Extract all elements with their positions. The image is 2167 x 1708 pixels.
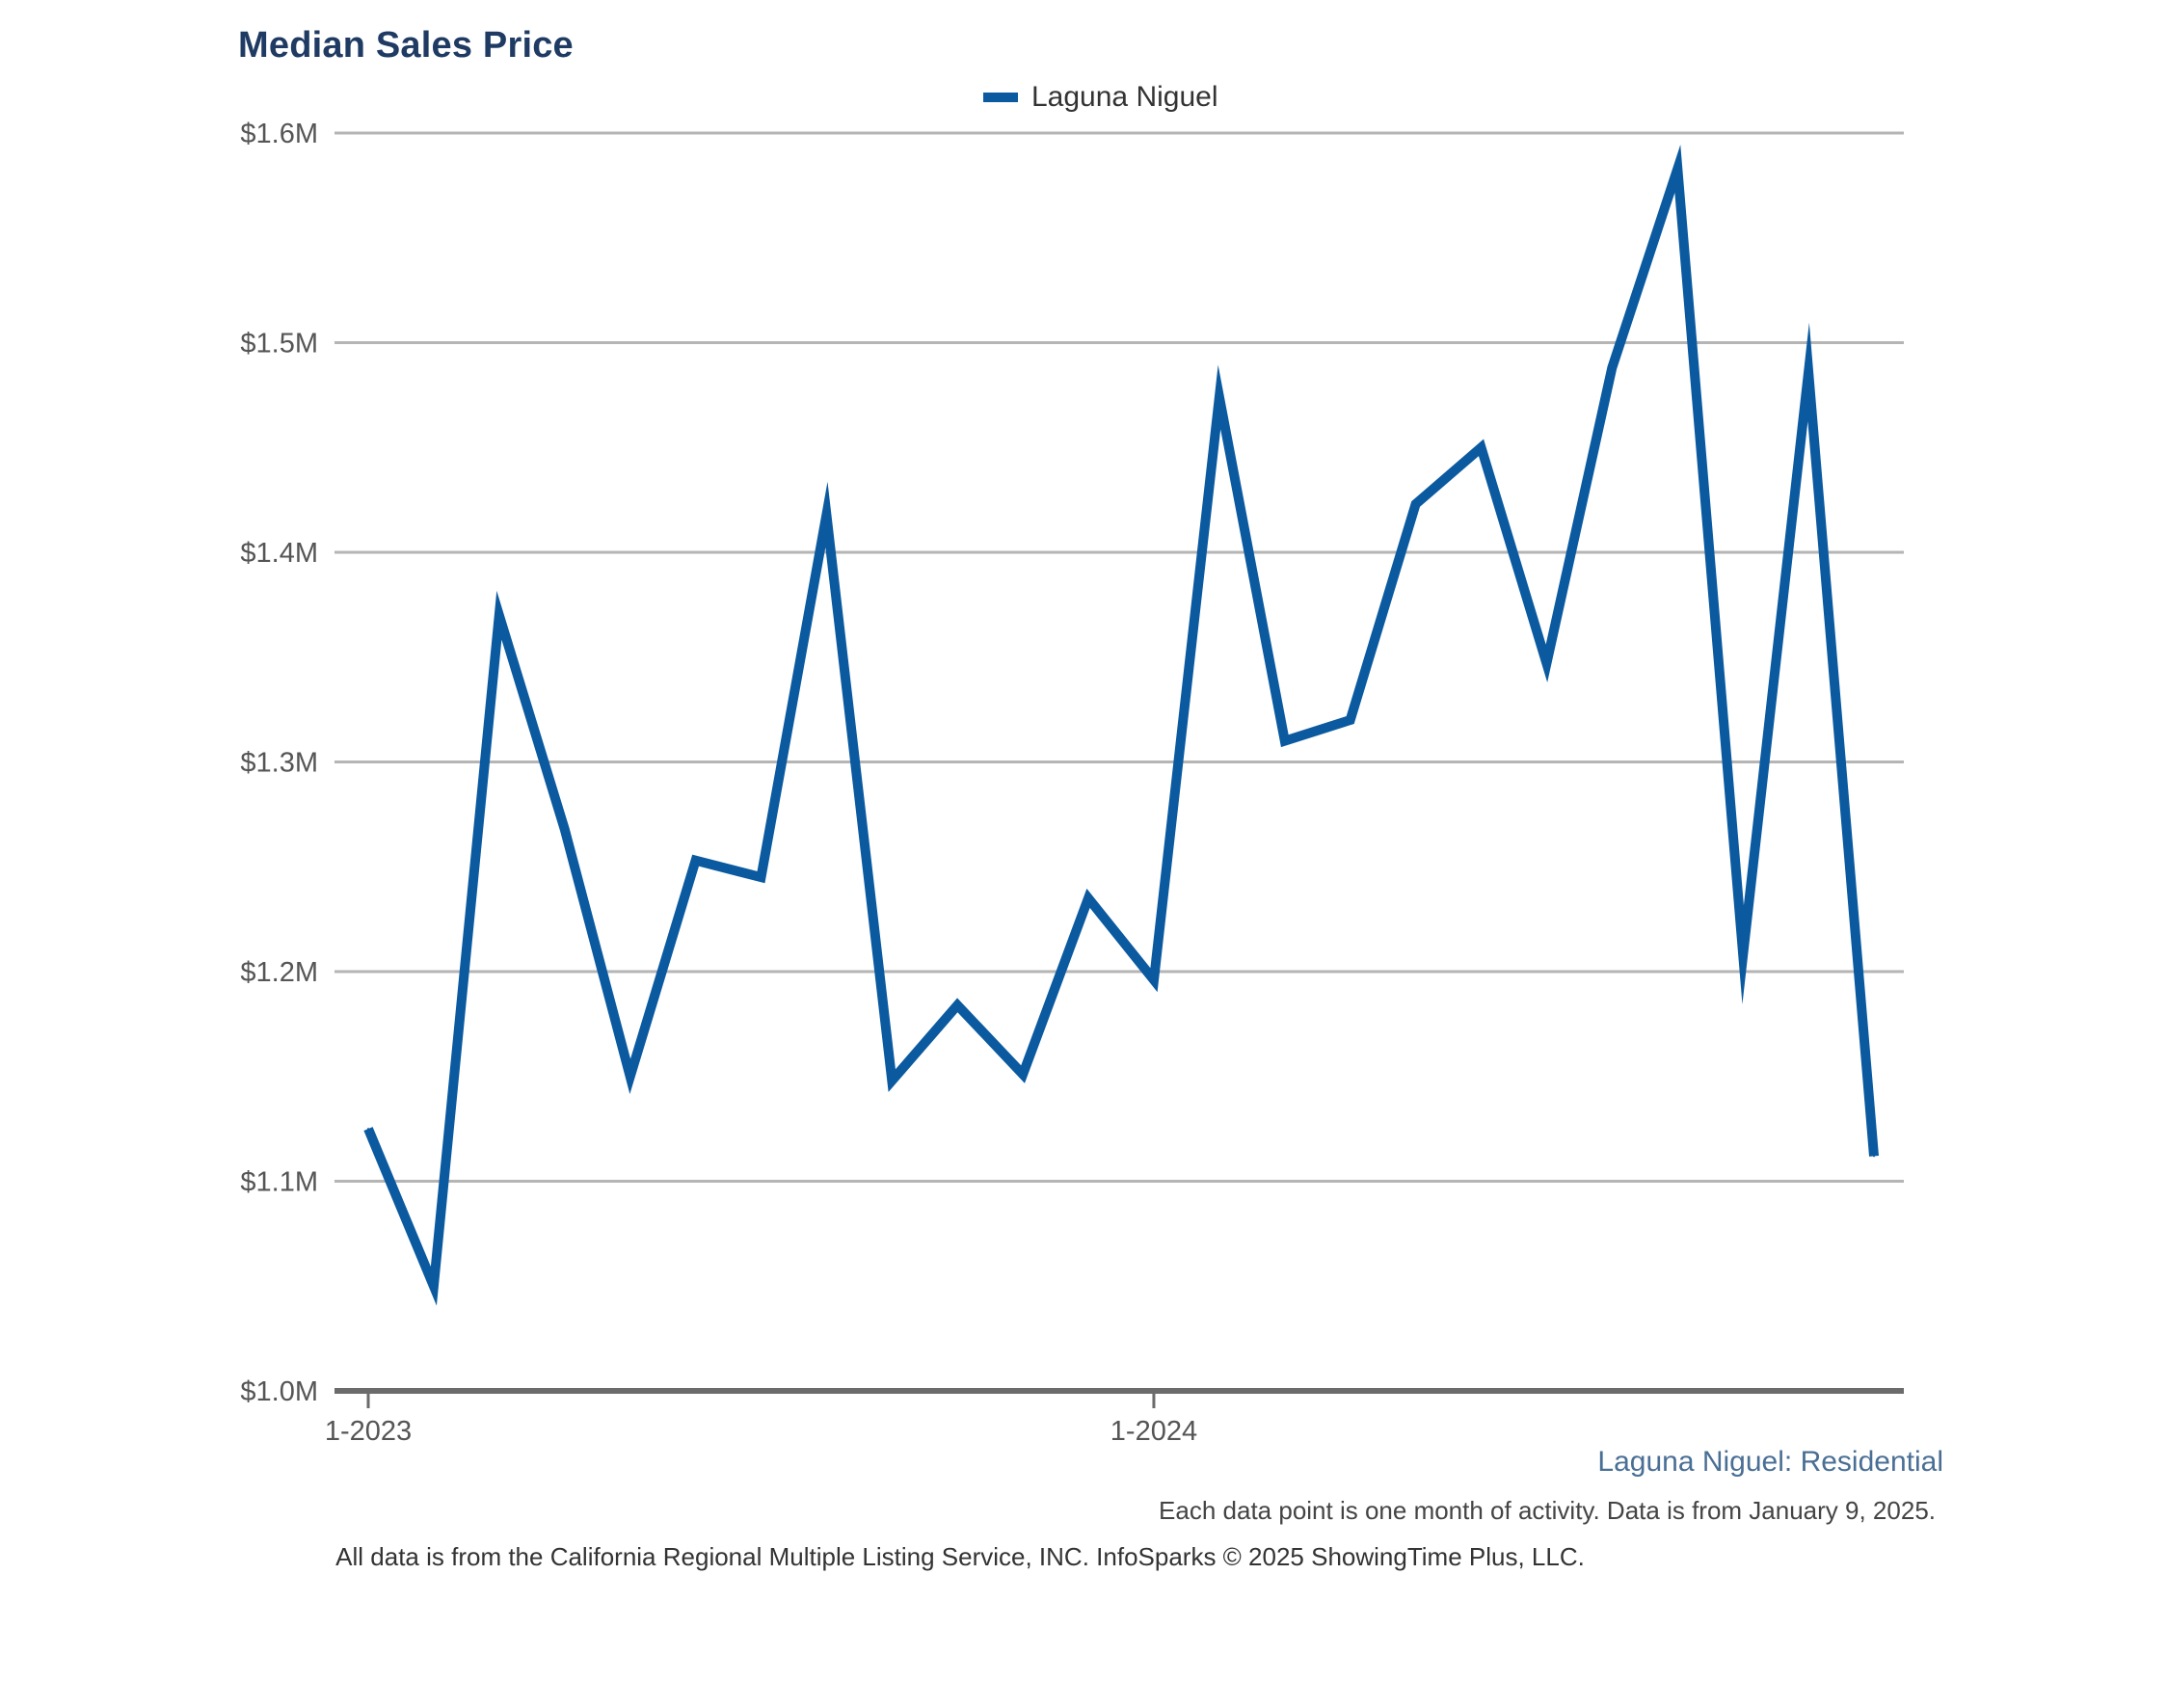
data-source-text: All data is from the California Regional… [335, 1542, 1585, 1571]
legend-swatch [983, 93, 1018, 102]
data-source: All data is from the California Regional… [0, 1542, 2167, 1572]
data-point [1545, 662, 1548, 665]
data-point [563, 828, 566, 831]
data-point [367, 1128, 369, 1131]
data-point [1414, 502, 1417, 505]
data-point [956, 1003, 959, 1006]
data-point [1349, 719, 1351, 721]
data-point [891, 1080, 894, 1082]
chart-title: Median Sales Price [238, 25, 574, 66]
data-point [1087, 896, 1090, 899]
data-point [1807, 370, 1810, 373]
chart-subtitle: Laguna Niguel: Residential [1597, 1446, 1943, 1478]
data-point [694, 859, 697, 862]
series-lines [363, 145, 1879, 1306]
y-axis-ticks: $1.0M $1.1M $1.2M $1.3M $1.4M $1.5M $1.6M [240, 119, 318, 1407]
series-line [363, 145, 1879, 1306]
data-point [432, 1285, 435, 1288]
y-tick-label: $1.4M [240, 538, 318, 569]
data-point [497, 614, 500, 617]
data-points [367, 167, 1875, 1288]
data-point [1873, 1155, 1875, 1158]
data-point [825, 513, 828, 516]
data-point [1217, 396, 1220, 399]
data-point [1480, 446, 1483, 449]
data-point [629, 1075, 631, 1078]
data-point [1742, 953, 1745, 956]
y-tick-label: $1.5M [240, 329, 318, 360]
gridlines [334, 131, 1904, 1183]
data-point [1022, 1073, 1025, 1076]
legend-label: Laguna Niguel [1031, 81, 1218, 113]
data-point [1283, 739, 1286, 742]
y-tick-label: $1.2M [240, 957, 318, 988]
data-point [1152, 978, 1155, 981]
data-point [1611, 366, 1614, 369]
x-tick-label: 1-2023 [325, 1416, 412, 1447]
y-tick-label: $1.6M [240, 119, 318, 149]
y-tick-label: $1.1M [240, 1167, 318, 1198]
data-point [1676, 167, 1679, 170]
data-note: Each data point is one month of activity… [1159, 1496, 1936, 1525]
data-point [760, 876, 762, 879]
y-tick-label: $1.3M [240, 748, 318, 779]
x-axis: 1-2023 1-2024 [325, 1388, 1904, 1447]
x-tick-label: 1-2024 [1110, 1416, 1197, 1447]
y-tick-label: $1.0M [240, 1376, 318, 1407]
legend: Laguna Niguel [983, 81, 1218, 114]
